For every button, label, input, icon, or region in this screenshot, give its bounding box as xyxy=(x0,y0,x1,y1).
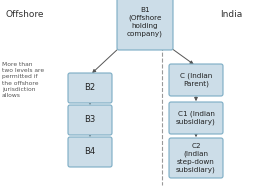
Text: C2
(Indian
step-down
subsidiary): C2 (Indian step-down subsidiary) xyxy=(176,143,216,173)
FancyBboxPatch shape xyxy=(68,105,112,135)
Text: C1 (Indian
subsidiary): C1 (Indian subsidiary) xyxy=(176,111,216,125)
FancyBboxPatch shape xyxy=(169,64,223,96)
Text: India: India xyxy=(220,10,242,19)
Text: B4: B4 xyxy=(84,148,96,156)
Text: Offshore: Offshore xyxy=(5,10,43,19)
Text: B1
(Offshore
holding
company): B1 (Offshore holding company) xyxy=(127,7,163,37)
Text: More than
two levels are
permitted if
the offshore
jurisdiction
allows: More than two levels are permitted if th… xyxy=(2,62,44,98)
Text: B3: B3 xyxy=(84,115,96,124)
FancyBboxPatch shape xyxy=(169,102,223,134)
FancyBboxPatch shape xyxy=(68,73,112,103)
Text: B2: B2 xyxy=(84,83,96,92)
Text: C (Indian
Parent): C (Indian Parent) xyxy=(180,73,212,87)
FancyBboxPatch shape xyxy=(117,0,173,50)
FancyBboxPatch shape xyxy=(169,138,223,178)
FancyBboxPatch shape xyxy=(68,137,112,167)
